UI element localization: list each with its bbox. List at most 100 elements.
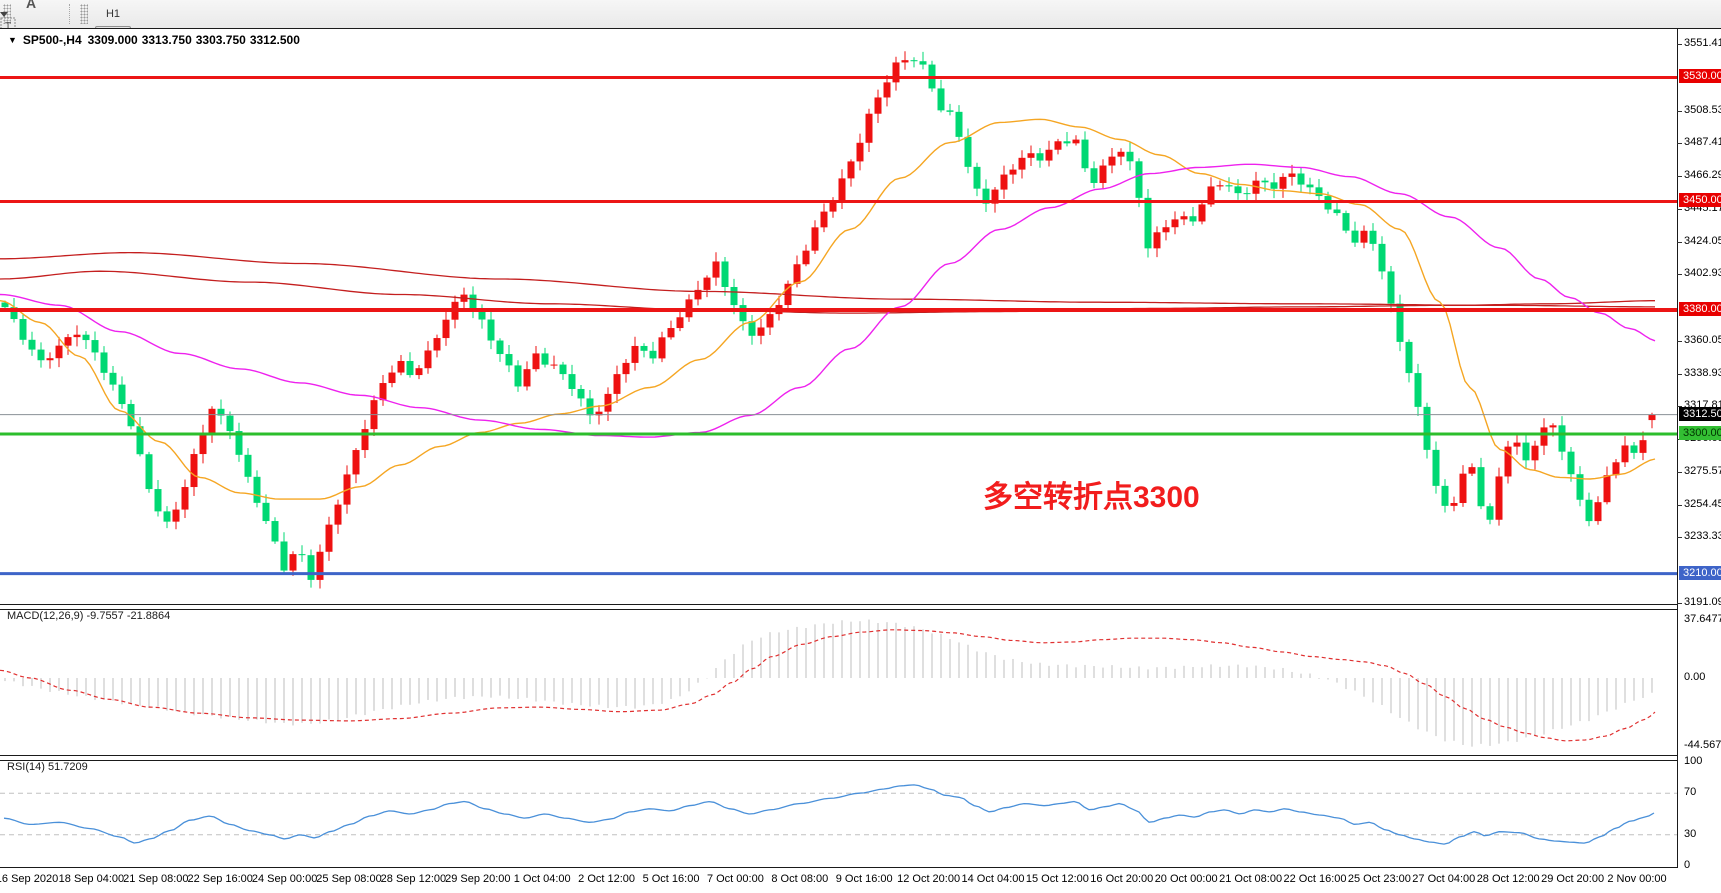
pane-separator-rsi[interactable] bbox=[0, 755, 1677, 761]
price-tick-mark bbox=[1677, 274, 1682, 276]
price-tick-mark bbox=[1677, 504, 1682, 506]
price-tick-label: 3424.050 bbox=[1684, 234, 1721, 247]
price-level-badge-3450.000: 3450.000 bbox=[1679, 193, 1721, 208]
symbol-period-label: SP500-,H4 bbox=[22, 33, 82, 47]
time-axis-label: 25 Sep 08:00 bbox=[316, 873, 382, 885]
macd-signal-line bbox=[0, 629, 1656, 742]
price-level-badge-3210.000: 3210.000 bbox=[1679, 565, 1721, 580]
time-axis-label: 28 Sep 12:00 bbox=[380, 873, 447, 885]
price-axis-border bbox=[1677, 28, 1678, 868]
time-axis-label: 29 Sep 20:00 bbox=[445, 873, 511, 885]
rsi-axis-label: 0 bbox=[1684, 859, 1691, 871]
dropdown-caret-icon[interactable] bbox=[0, 3, 60, 25]
toolbar-drag-handle[interactable] bbox=[3, 4, 11, 24]
time-axis-label: 14 Oct 04:00 bbox=[961, 873, 1025, 885]
time-axis-label: 24 Sep 00:00 bbox=[251, 873, 318, 885]
time-axis-label: 2 Oct 12:00 bbox=[578, 873, 636, 885]
symbol-dropdown-icon[interactable]: ▼ bbox=[8, 35, 17, 45]
price-tick-mark bbox=[1677, 44, 1682, 46]
price-tick-label: 3338.930 bbox=[1684, 366, 1721, 379]
toolbar-separator bbox=[69, 4, 71, 24]
time-axis-label: 8 Oct 08:00 bbox=[771, 873, 829, 885]
time-axis-label: 12 Oct 20:00 bbox=[897, 873, 961, 885]
time-axis-label: 9 Oct 16:00 bbox=[835, 873, 893, 885]
low-value: 3303.750 bbox=[195, 33, 246, 47]
time-axis-label: 16 Sep 2020 bbox=[0, 873, 59, 885]
price-tick-label: 3487.410 bbox=[1684, 136, 1721, 149]
chart-border bbox=[0, 28, 1721, 29]
rsi-axis-label: 30 bbox=[1684, 827, 1697, 840]
main-toolbar: FAT M1M5M15M30H1H4D1W1MN bbox=[0, 0, 1721, 116]
price-tick-mark bbox=[1677, 537, 1682, 539]
price-tick-label: 3360.050 bbox=[1684, 333, 1721, 346]
rsi-indicator-canvas[interactable] bbox=[0, 758, 1677, 866]
pane-separator-macd[interactable] bbox=[0, 604, 1677, 610]
price-tick-mark bbox=[1677, 373, 1682, 375]
time-axis-label: 21 Oct 08:00 bbox=[1219, 873, 1283, 885]
ma-orange-line bbox=[0, 118, 1656, 500]
open-value: 3309.000 bbox=[87, 33, 138, 47]
time-axis-label: 25 Oct 23:00 bbox=[1347, 873, 1411, 885]
time-axis-label: 21 Sep 08:00 bbox=[123, 873, 189, 885]
macd-axis-label: 37.6477 bbox=[1684, 613, 1721, 626]
time-axis-label: 22 Oct 16:00 bbox=[1283, 873, 1347, 885]
price-tick-mark bbox=[1677, 471, 1682, 473]
close-value: 3312.500 bbox=[249, 33, 300, 47]
svg-text:T: T bbox=[5, 21, 11, 32]
macd-indicator-canvas[interactable] bbox=[0, 608, 1677, 756]
time-axis-label: 2 Nov 00:00 bbox=[1607, 873, 1667, 885]
macd-axis-label: -44.5673 bbox=[1684, 739, 1721, 752]
chart-area[interactable]: ▼ SP500-,H4 3309.000 3313.750 3303.750 3… bbox=[0, 28, 1721, 893]
timeframe-button-h1[interactable]: H1 bbox=[105, 8, 121, 20]
time-axis-label: 1 Oct 04:00 bbox=[513, 873, 571, 885]
time-axis-label: 20 Oct 00:00 bbox=[1154, 873, 1218, 885]
price-tick-label: 3508.530 bbox=[1684, 103, 1721, 116]
toolbar-drag-handle-2[interactable] bbox=[80, 4, 88, 24]
time-axis-label: 29 Oct 20:00 bbox=[1541, 873, 1605, 885]
ma-slow-red-line bbox=[0, 251, 1655, 308]
price-tick-mark bbox=[1677, 143, 1682, 145]
price-tick-mark bbox=[1677, 340, 1682, 342]
price-chart-canvas[interactable] bbox=[0, 28, 1677, 605]
price-tick-label: 3233.330 bbox=[1684, 530, 1721, 543]
price-tick-label: 3466.290 bbox=[1684, 169, 1721, 182]
time-axis-separator bbox=[0, 867, 1677, 868]
price-tick-label: 3191.090 bbox=[1684, 595, 1721, 608]
ma-magenta-line bbox=[0, 163, 1656, 438]
time-axis-label: 15 Oct 12:00 bbox=[1025, 873, 1089, 885]
chart-ohlc-title: ▼ SP500-,H4 3309.000 3313.750 3303.750 3… bbox=[8, 33, 300, 47]
rsi-line bbox=[3, 784, 1655, 845]
time-axis-label: 27 Oct 04:00 bbox=[1412, 873, 1476, 885]
rsi-axis-label: 100 bbox=[1684, 755, 1703, 767]
macd-histogram bbox=[4, 619, 1653, 747]
price-tick-label: 3275.570 bbox=[1684, 464, 1721, 477]
time-axis-label: 18 Sep 04:00 bbox=[58, 873, 125, 885]
time-axis-label: 22 Sep 16:00 bbox=[187, 873, 253, 885]
ma-fast-red-line bbox=[0, 270, 1655, 314]
macd-axis-label: 0.00 bbox=[1684, 671, 1706, 683]
price-tick-mark bbox=[1677, 241, 1682, 243]
rsi-pane-label: RSI(14) 51.7209 bbox=[7, 761, 88, 773]
price-tick-mark bbox=[1677, 176, 1682, 178]
price-tick-mark bbox=[1677, 208, 1682, 210]
chart-text-annotation[interactable]: 多空转折点3300 bbox=[983, 481, 1200, 514]
high-value: 3313.750 bbox=[141, 33, 192, 47]
price-tick-mark bbox=[1677, 110, 1682, 112]
price-tick-mark bbox=[1677, 602, 1682, 604]
price-tick-label: 3254.450 bbox=[1684, 497, 1721, 510]
price-tick-label: 3402.930 bbox=[1684, 267, 1721, 280]
time-axis-label: 28 Oct 12:00 bbox=[1476, 873, 1540, 885]
price-level-badge-3380.000: 3380.000 bbox=[1679, 302, 1721, 316]
macd-pane-label: MACD(12,26,9) -9.7557 -21.8864 bbox=[7, 610, 171, 622]
price-level-badge-3312.500: 3312.500 bbox=[1679, 406, 1721, 421]
time-axis-label: 5 Oct 16:00 bbox=[642, 873, 700, 885]
time-axis-label: 16 Oct 20:00 bbox=[1090, 873, 1154, 885]
price-level-badge-3300.000: 3300.000 bbox=[1679, 426, 1721, 441]
price-tick-label: 3551.410 bbox=[1684, 37, 1721, 50]
time-axis-label: 7 Oct 00:00 bbox=[706, 873, 764, 885]
rsi-axis-label: 70 bbox=[1684, 786, 1697, 799]
price-level-badge-3530.000: 3530.000 bbox=[1679, 69, 1721, 84]
text-tool-icon[interactable]: A bbox=[25, 0, 37, 11]
candlestick-series bbox=[1, 51, 1656, 589]
